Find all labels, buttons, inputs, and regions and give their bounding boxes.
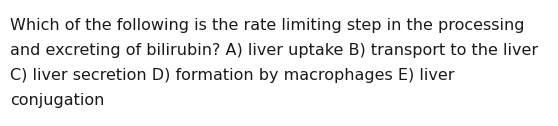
Text: conjugation: conjugation: [10, 93, 104, 108]
Text: and excreting of bilirubin? A) liver uptake B) transport to the liver: and excreting of bilirubin? A) liver upt…: [10, 43, 538, 58]
Text: C) liver secretion D) formation by macrophages E) liver: C) liver secretion D) formation by macro…: [10, 68, 455, 83]
Text: Which of the following is the rate limiting step in the processing: Which of the following is the rate limit…: [10, 18, 525, 33]
